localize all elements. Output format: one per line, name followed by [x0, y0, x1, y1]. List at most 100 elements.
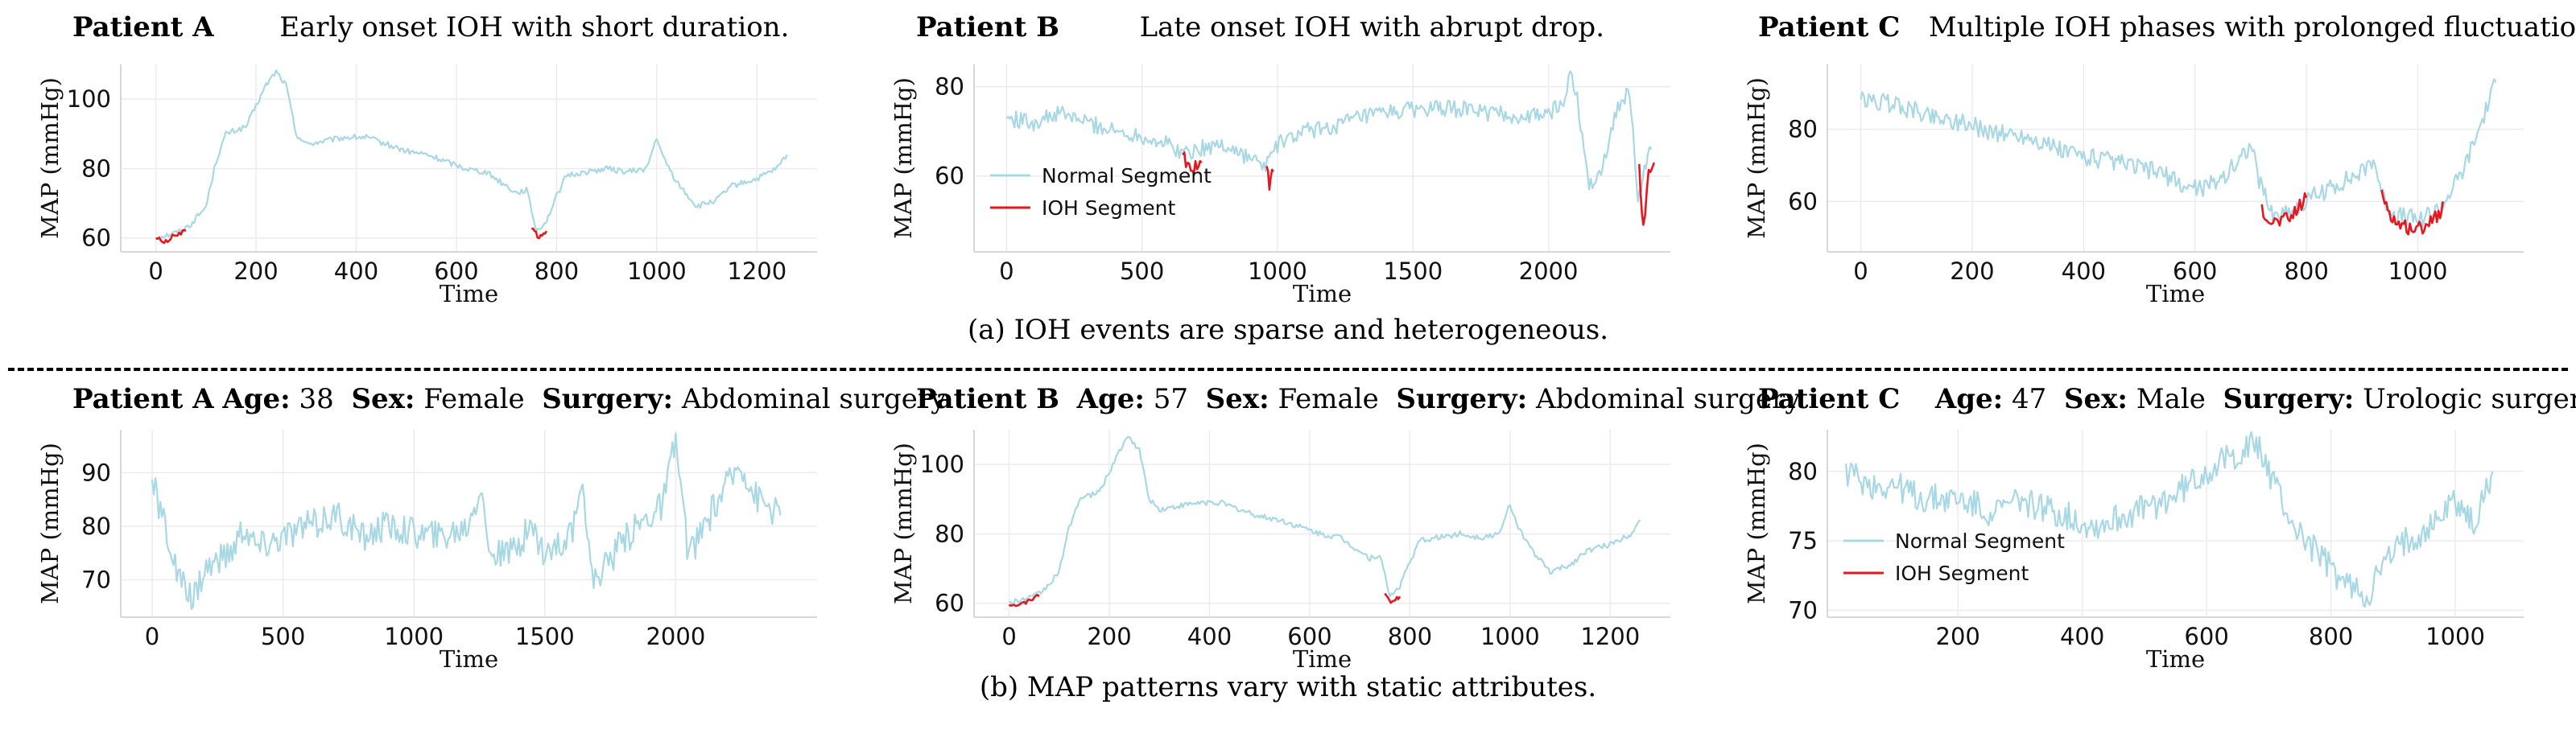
series-normal-segment — [151, 432, 782, 610]
header-b3: Patient C Age: 47 Sex: Male Surgery: Uro… — [1758, 383, 2576, 415]
header-a3: Patient C Multiple IOH phases with prolo… — [1758, 11, 2576, 43]
x-tick-label: 200 — [1950, 258, 1994, 285]
x-tick-label: 400 — [2060, 623, 2104, 650]
sex-label: Sex: — [2063, 383, 2128, 415]
sex-label: Sex: — [1205, 383, 1269, 415]
x-tick-label: 1500 — [1383, 258, 1443, 285]
x-tick-label: 2000 — [646, 623, 705, 650]
y-tick-label: 100 — [920, 451, 964, 478]
patient-name: Patient B — [916, 383, 1059, 415]
age-value: 47 — [2012, 383, 2047, 415]
chart-b3: 200 400 600 800 1000 70 75 80 Time MAP (mmHg) Norm… — [1743, 430, 2524, 673]
y-axis-label: MAP (mmHg) — [36, 77, 64, 239]
header-a1: Patient A Early onset IOH with short dur… — [72, 11, 789, 43]
series-normal-segment — [1860, 78, 2497, 228]
x-tick-label: 400 — [2062, 258, 2106, 285]
y-tick-label: 60 — [1788, 188, 1818, 215]
y-axis-label: MAP (mmHg) — [36, 443, 64, 604]
x-tick-label: 0 — [145, 623, 159, 650]
x-tick-label: 0 — [1853, 258, 1868, 285]
header-description: Late onset IOH with abrupt drop. — [1139, 11, 1604, 43]
x-axis-label: Time — [1293, 280, 1352, 307]
x-axis-label: Time — [2146, 645, 2205, 673]
series-ioh-segment — [1182, 150, 1203, 175]
y-tick-label: 80 — [935, 73, 964, 101]
sex-value: Male — [2136, 383, 2206, 415]
x-tick-label: 200 — [1936, 623, 1980, 650]
section-divider — [8, 368, 2568, 371]
patient-name: Patient B — [916, 11, 1059, 43]
x-axis-label: Time — [2146, 280, 2205, 307]
sex-value: Female — [1278, 383, 1379, 415]
x-axis-label: Time — [1293, 645, 1352, 673]
sex-label: Sex: — [351, 383, 415, 415]
x-tick-label: 200 — [1087, 623, 1131, 650]
x-tick-label: 0 — [1001, 623, 1016, 650]
y-tick-label: 80 — [1788, 116, 1818, 143]
legend-label: Normal Segment — [1042, 164, 1212, 188]
x-tick-label: 400 — [334, 258, 378, 285]
x-tick-label: 600 — [1287, 623, 1331, 650]
x-tick-label: 1000 — [2388, 258, 2448, 285]
chart-a1: 0 200 400 600 800 1000 1200 60 80 100 Time MAP (mmH… — [36, 64, 817, 307]
x-axis-label: Time — [440, 645, 498, 673]
series-normal-segment — [155, 69, 788, 241]
x-tick-label: 0 — [999, 258, 1013, 285]
age-label: Age: — [1934, 383, 2004, 415]
x-tick-label: 2000 — [1519, 258, 1579, 285]
y-axis-label: MAP (mmHg) — [890, 443, 917, 604]
series-ioh-segment — [2380, 189, 2444, 236]
y-tick-label: 75 — [1788, 527, 1818, 554]
series-ioh-segment — [1265, 166, 1274, 191]
x-tick-label: 1200 — [727, 258, 786, 285]
y-tick-label: 70 — [1788, 596, 1818, 624]
patient-name: Patient A — [72, 383, 214, 415]
x-tick-label: 0 — [148, 258, 163, 285]
header-b1: Patient A Age: 38 Sex: Female Surgery: A… — [72, 383, 946, 415]
y-axis-label: MAP (mmHg) — [890, 77, 917, 239]
sex-value: Female — [423, 383, 525, 415]
chart-b1: 0 500 1000 1500 2000 70 80 90 Time MAP (mmHg) — [36, 430, 817, 673]
legend-label: IOH Segment — [1895, 562, 2029, 585]
series-ioh-segment — [155, 229, 187, 245]
x-tick-label: 800 — [2309, 623, 2353, 650]
y-tick-label: 90 — [81, 459, 111, 486]
header-description: Early onset IOH with short duration. — [279, 11, 790, 43]
series-ioh-segment — [1637, 162, 1656, 226]
x-tick-label: 500 — [1120, 258, 1164, 285]
y-tick-label: 80 — [81, 513, 111, 540]
y-tick-label: 70 — [81, 566, 111, 593]
surgery-value: Abdominal surgery — [681, 383, 947, 415]
surgery-label: Surgery: — [542, 383, 674, 415]
series-normal-segment — [1005, 70, 1653, 203]
caption-b: (b) MAP patterns vary with static attrib… — [979, 671, 1597, 703]
x-tick-label: 1200 — [1580, 623, 1640, 650]
y-tick-label: 60 — [935, 590, 964, 617]
header-b2: Patient B Age: 57 Sex: Female Surgery: A… — [916, 383, 1801, 415]
header-a2: Patient B Late onset IOH with abrupt dro… — [916, 11, 1604, 43]
chart-a2: 0 500 1000 1500 2000 60 80 Time MAP (mmHg) Normal… — [890, 64, 1670, 307]
x-tick-label: 600 — [434, 258, 478, 285]
series-ioh-segment — [1008, 593, 1040, 608]
series-ioh-segment — [2260, 192, 2308, 227]
chart-b2: 0 200 400 600 800 1000 1200 60 80 100 Time MAP (mmH… — [890, 430, 1670, 673]
y-tick-label: 80 — [81, 155, 111, 182]
patient-name: Patient A — [72, 11, 214, 43]
surgery-value: Urologic surgery — [2363, 383, 2576, 415]
x-tick-label: 1000 — [2425, 623, 2485, 650]
y-tick-label: 80 — [935, 520, 964, 547]
patient-name: Patient C — [1758, 383, 1901, 415]
series-normal-segment — [1845, 431, 2494, 608]
x-tick-label: 500 — [261, 623, 305, 650]
legend-label: Normal Segment — [1895, 530, 2065, 553]
surgery-value: Abdominal surgery — [1536, 383, 1801, 415]
x-tick-label: 1000 — [627, 258, 687, 285]
x-tick-label: 600 — [2173, 258, 2217, 285]
y-axis-label: MAP (mmHg) — [1743, 77, 1770, 239]
x-tick-label: 800 — [1388, 623, 1432, 650]
series-normal-segment — [1009, 435, 1641, 605]
surgery-label: Surgery: — [1396, 383, 1528, 415]
y-tick-label: 100 — [67, 85, 111, 113]
x-tick-label: 1000 — [1248, 258, 1307, 285]
age-value: 57 — [1153, 383, 1188, 415]
